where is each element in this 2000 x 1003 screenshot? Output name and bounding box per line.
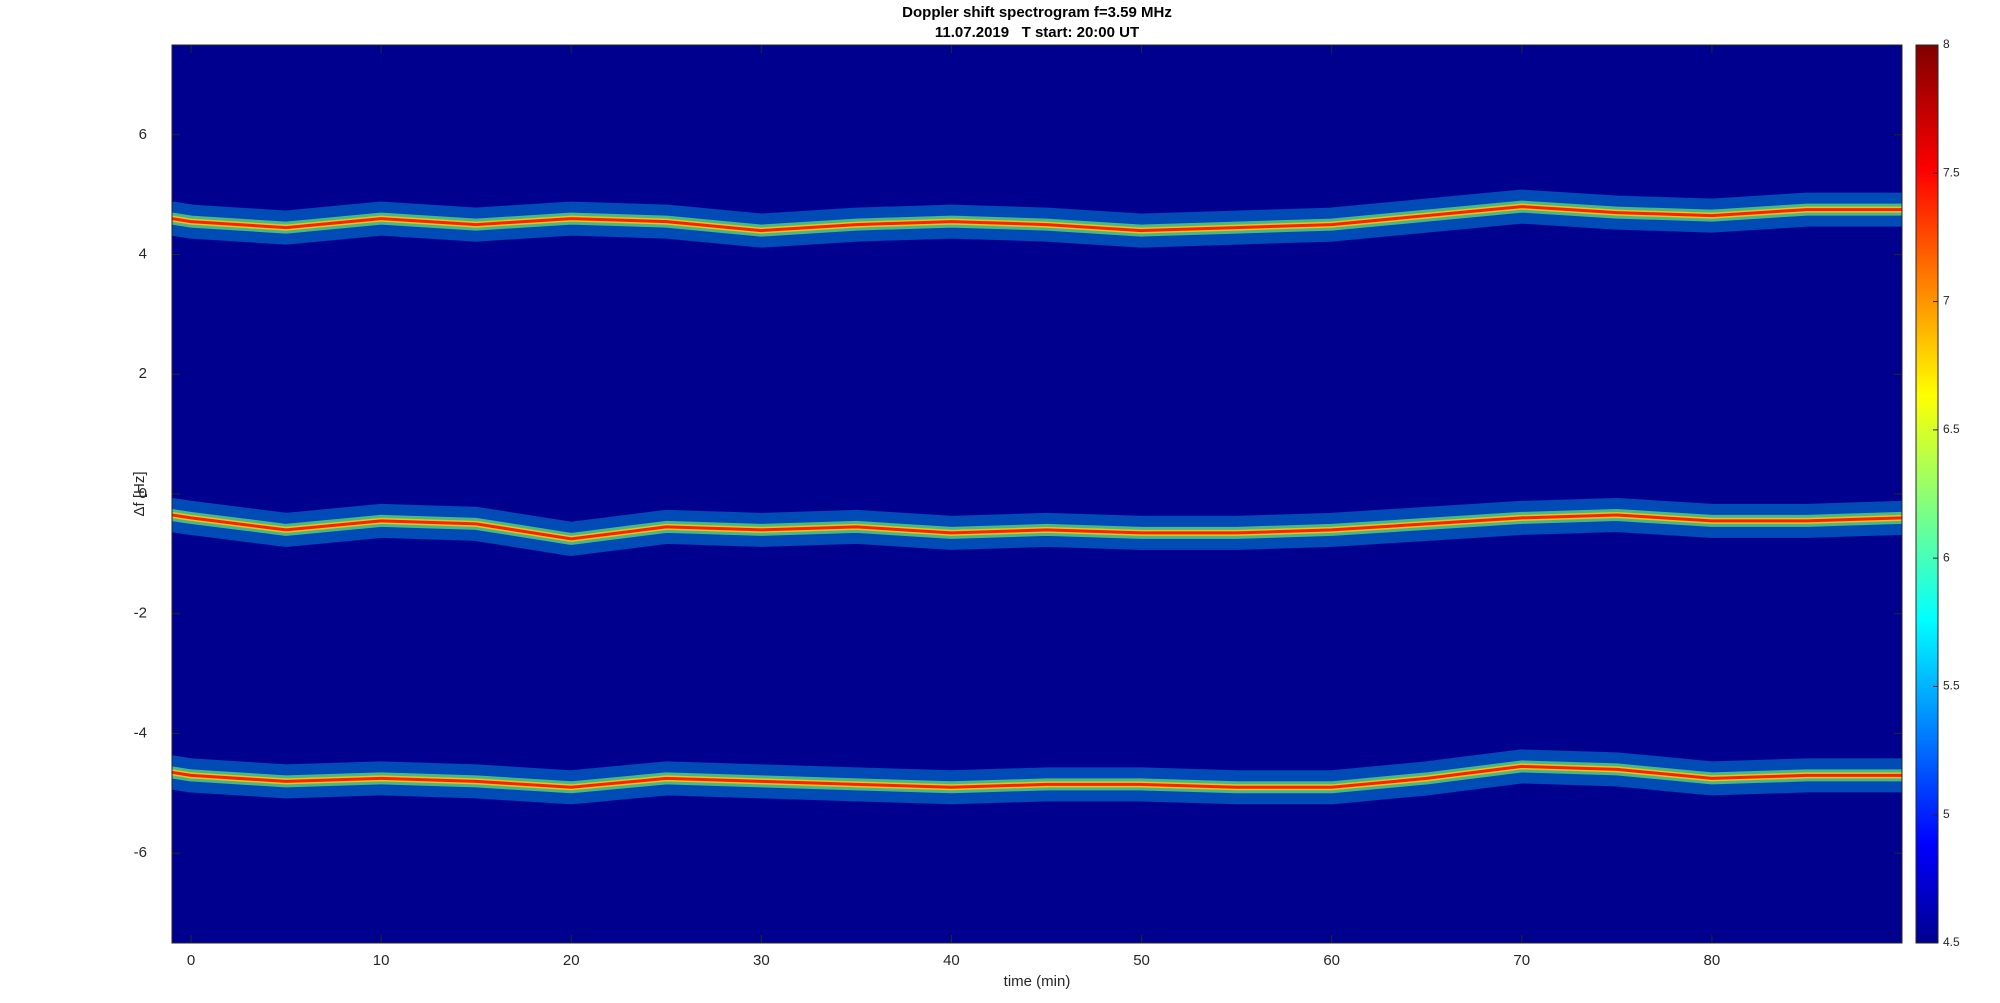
y-tick-label: -6: [134, 844, 147, 861]
y-axis-label: Δf [Hz]: [131, 471, 148, 516]
x-tick-label: 30: [753, 952, 770, 969]
traces: [172, 189, 1902, 805]
colorbar-tick-label: 5: [1943, 807, 1950, 821]
trace: [172, 764, 1902, 789]
x-tick-label: 50: [1133, 952, 1150, 969]
y-tick-label: -2: [134, 605, 147, 622]
colorbar-tick-label: 6: [1943, 550, 1950, 564]
y-tick-label: -4: [134, 724, 147, 741]
x-tick-label: 20: [563, 952, 580, 969]
spectrogram-background: [172, 45, 1902, 943]
colorbar-tick-label: 5.5: [1943, 679, 1960, 693]
chart-title: Doppler shift spectrogram f=3.59 MHz: [902, 4, 1172, 21]
colorbar-tick-label: 6.5: [1943, 422, 1960, 436]
x-tick-label: 80: [1704, 952, 1721, 969]
chart-subtitle: 11.07.2019 T start: 20:00 UT: [935, 24, 1139, 41]
x-tick-label: 60: [1323, 952, 1340, 969]
x-axis-label: time (min): [1004, 973, 1071, 990]
x-tick-label: 10: [373, 952, 390, 969]
colorbar-tick-label: 7: [1943, 294, 1950, 308]
x-tick-label: 40: [943, 952, 960, 969]
y-tick-label: 6: [139, 126, 147, 143]
colorbar-tick-label: 4.5: [1943, 935, 1960, 949]
x-tick-label: 0: [187, 952, 195, 969]
colorbar-tick-label: 8: [1943, 37, 1950, 51]
x-tick-label: 70: [1513, 952, 1530, 969]
colorbar: [1915, 44, 1939, 944]
trace: [172, 205, 1902, 233]
trace: [172, 513, 1902, 541]
y-tick-label: 2: [139, 365, 147, 382]
colorbar-tick-label: 7.5: [1943, 165, 1960, 179]
y-tick-label: 0: [139, 485, 147, 502]
y-tick-label: 4: [139, 246, 147, 263]
